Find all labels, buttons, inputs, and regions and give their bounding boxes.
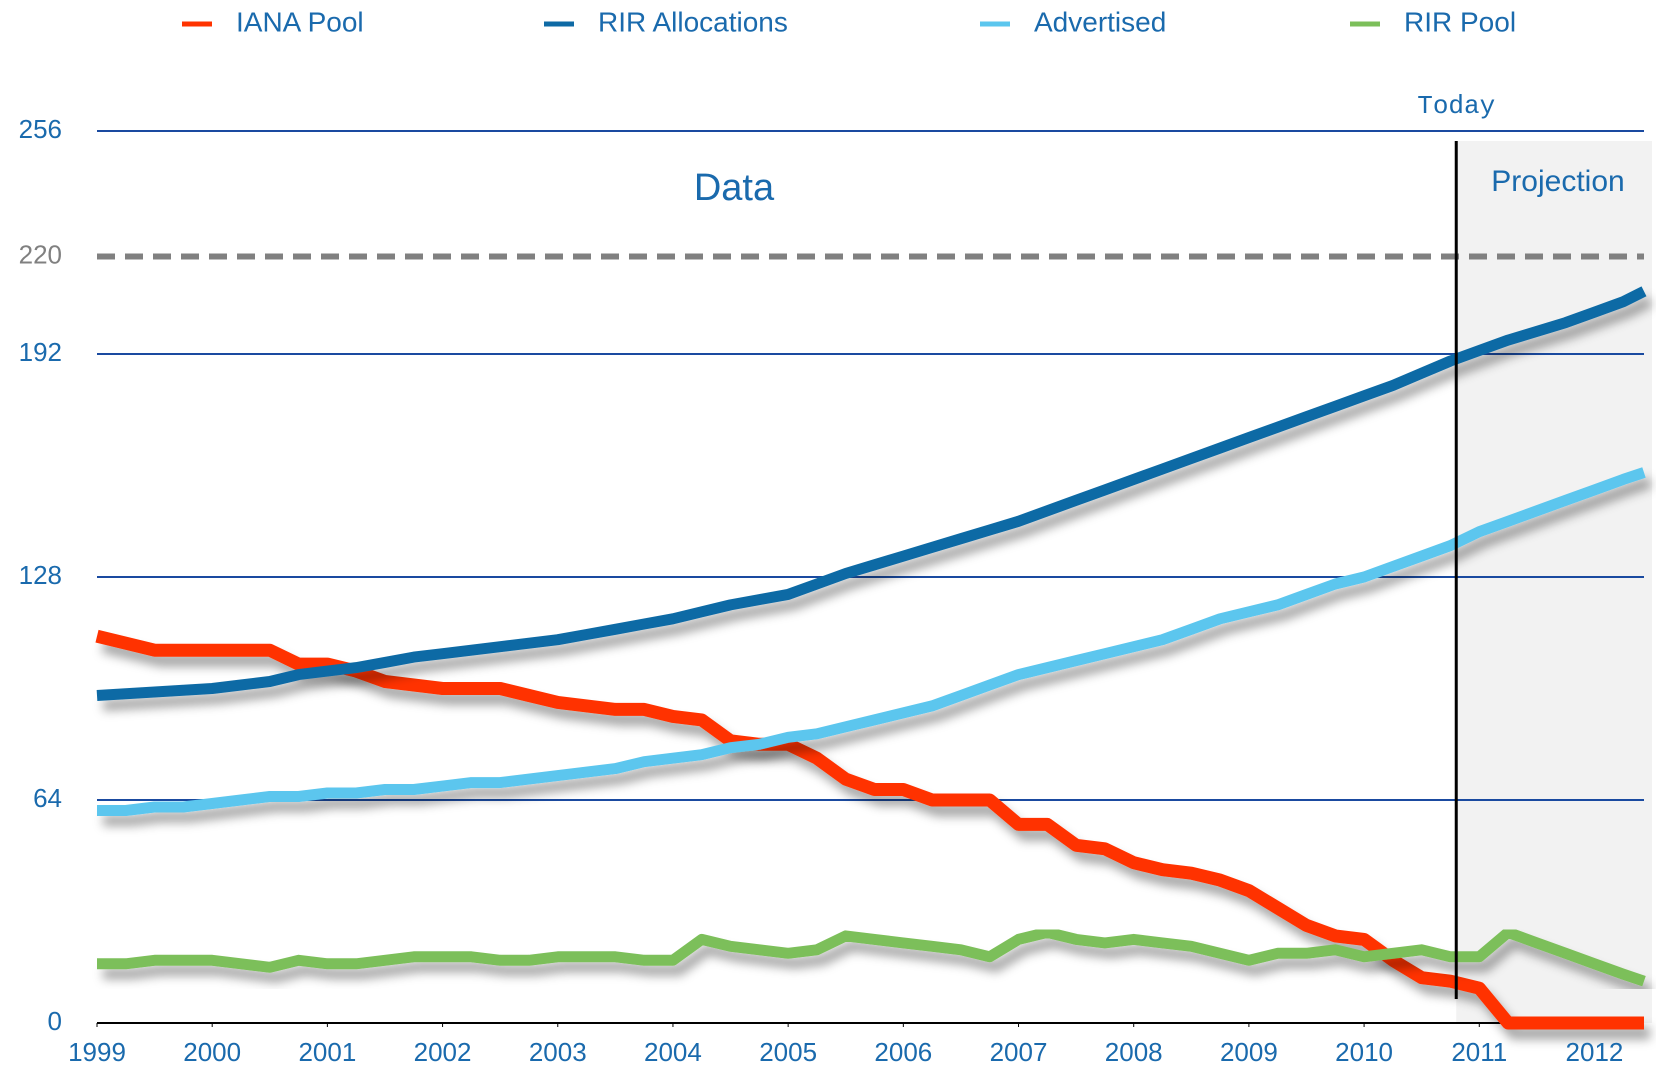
series-line: [97, 467, 1646, 816]
projection-region: [1456, 141, 1652, 1023]
y-tick-label: 256: [19, 114, 62, 144]
y-tick-label: 128: [19, 560, 62, 590]
series-line: [97, 926, 1646, 987]
lines-layer: [95, 286, 1647, 1030]
x-tick-label: 2003: [529, 1037, 587, 1067]
reference-label: 220: [19, 239, 62, 269]
x-tick-label: 2005: [759, 1037, 817, 1067]
x-tick-label: 2001: [298, 1037, 356, 1067]
legend-label: RIR Allocations: [598, 6, 788, 37]
x-tick-label: 2002: [414, 1037, 472, 1067]
x-tick-label: 2007: [990, 1037, 1048, 1067]
background-layer: [1456, 141, 1652, 1023]
x-tick-label: 2008: [1105, 1037, 1163, 1067]
x-tick-label: 2000: [183, 1037, 241, 1067]
legend-label: Advertised: [1034, 6, 1166, 37]
y-tick-label: 0: [48, 1006, 62, 1036]
y-tick-label: 64: [33, 783, 62, 813]
y-tick-label: 192: [19, 337, 62, 367]
legend-label: IANA Pool: [236, 6, 364, 37]
x-tick-label: 2010: [1335, 1037, 1393, 1067]
data-annotation: Data: [694, 167, 775, 209]
series-line: [96, 286, 1647, 701]
x-tick-label: 2009: [1220, 1037, 1278, 1067]
x-tick-label: 1999: [68, 1037, 126, 1067]
legend-label: RIR Pool: [1404, 6, 1516, 37]
x-tick-label: 2004: [644, 1037, 702, 1067]
today-label: Today: [1417, 91, 1495, 121]
labels-layer: Data Projection 0 64 128 192 256 220 1999 2000 2…: [19, 6, 1625, 1066]
projection-annotation: Projection: [1491, 165, 1624, 198]
grid-layer: [96, 130, 1644, 1027]
x-tick-label: 2012: [1566, 1037, 1624, 1067]
x-tick-label: 2006: [874, 1037, 932, 1067]
x-tick-label: 2011: [1451, 1037, 1507, 1067]
